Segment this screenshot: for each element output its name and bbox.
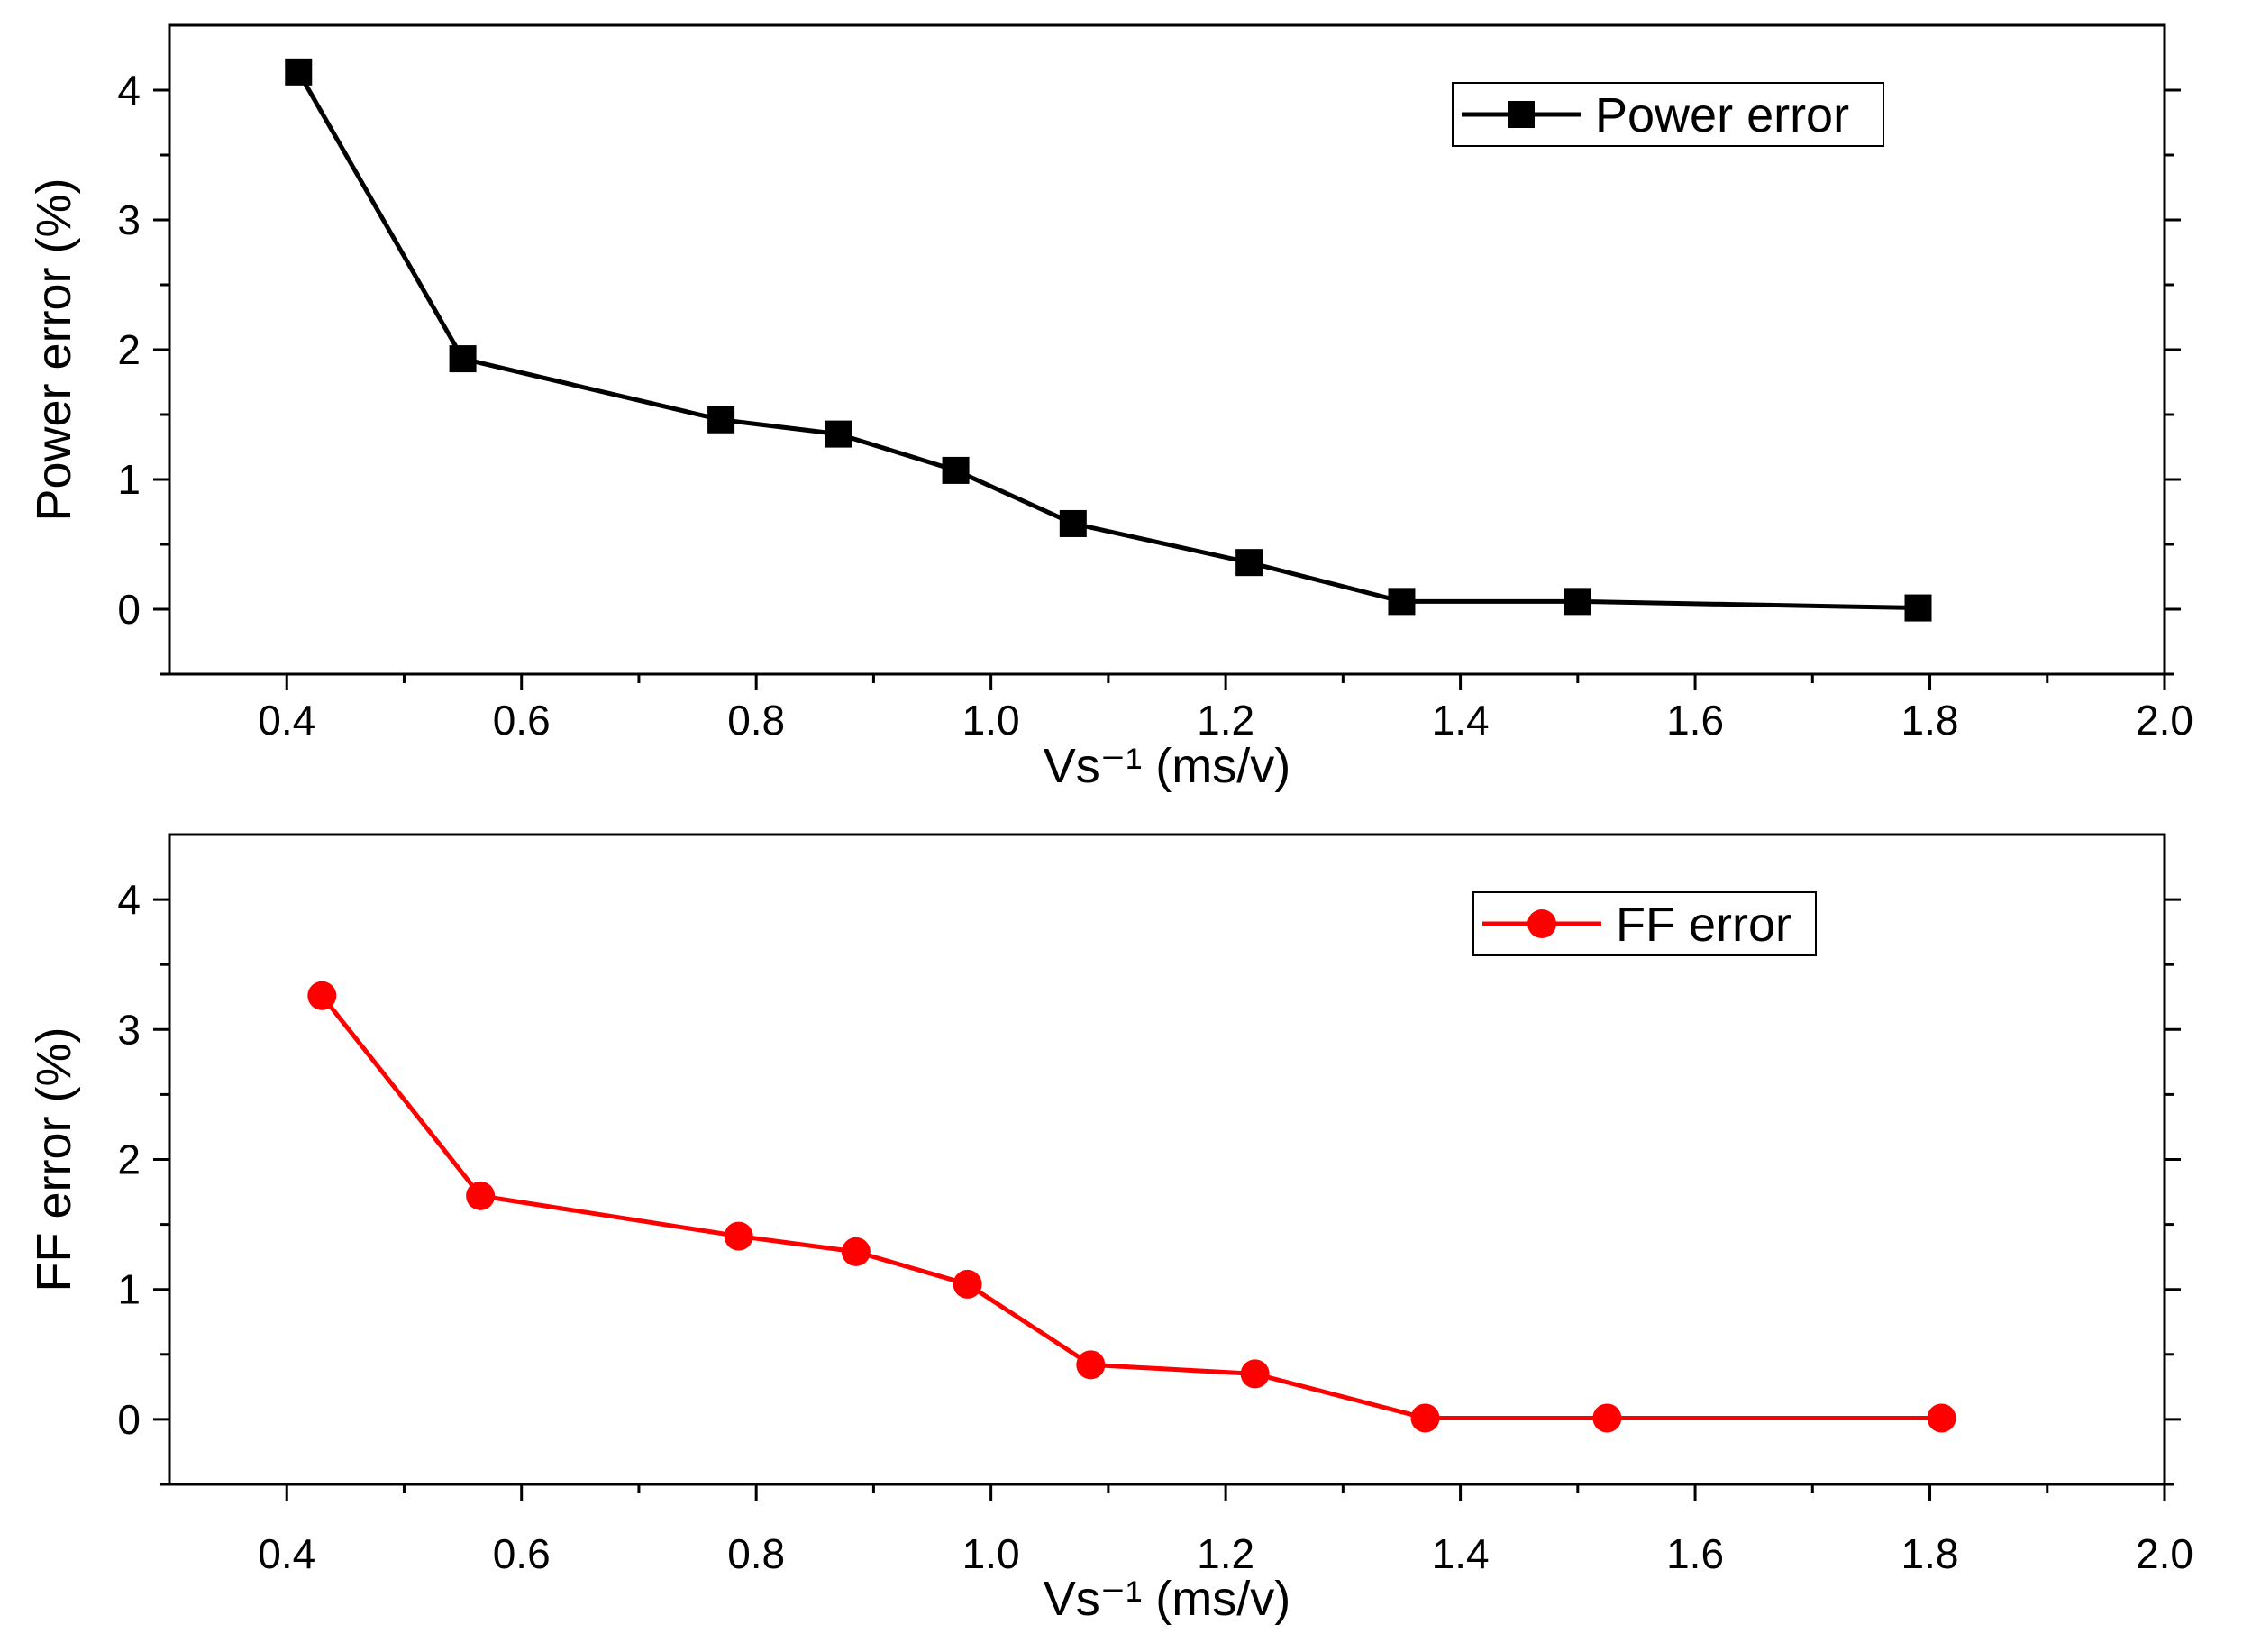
x-tick-label: 0.6 [493,1530,551,1577]
chart-panel-bottom: 0.4 0.6 0.8 1.0 1.2 1.4 1.6 1.8 2.0 0 1 2 3 4 Vs⁻¹ (ms… [27,833,2193,1626]
x-tick-label: 1.6 [1666,697,1724,744]
data-point [1564,588,1591,616]
legend: Power error [1452,82,1884,147]
legend-label: FF error [1616,898,1791,952]
x-tick-label: 1.0 [962,1530,1020,1577]
y-tick-label: 1 [117,456,141,503]
x-axis-title: Vs⁻¹ (ms/v) [1044,1572,1290,1626]
y-axis-title: FF error (%) [27,1027,81,1292]
legend-label: Power error [1595,88,1849,142]
data-point [1904,594,1932,622]
x-tick-label: 2.0 [2136,1530,2193,1577]
x-tick-label: 1.4 [1432,697,1490,744]
x-tick-label: 0.8 [727,697,785,744]
x-tick-label: 0.8 [727,1530,785,1577]
legend: FF error [1472,891,1817,956]
x-tick-label: 0.4 [258,1530,315,1577]
y-axis-title: Power error (%) [27,178,81,521]
y-tick-label: 4 [117,67,141,114]
series-line [320,994,1942,1420]
legend-marker [1527,909,1556,938]
data-point [724,1221,753,1251]
y-tick-label: 3 [117,196,141,243]
data-point [953,1269,982,1299]
y-tick-label: 2 [117,326,141,373]
series-line [296,70,1919,611]
x-tick-label: 1.4 [1432,1530,1490,1577]
x-tick-label: 0.6 [493,697,551,744]
data-point [449,345,477,373]
data-point [466,1181,496,1210]
chart-panel-top: 0.4 0.6 0.8 1.0 1.2 1.4 1.6 1.8 2.0 0 1 2 3 4 Vs⁻¹ (ms… [27,23,2193,793]
y-tick-label: 0 [117,586,141,633]
y-tick-label: 3 [117,1006,141,1053]
y-tick-label: 0 [117,1396,141,1443]
data-point [1235,549,1263,577]
data-point [1410,1403,1440,1433]
y-tick-label: 4 [117,876,141,923]
y-tick-label: 2 [117,1136,141,1183]
x-tick-label: 1.0 [962,697,1020,744]
data-point [1076,1350,1106,1380]
data-point [825,420,852,448]
x-tick-label: 1.8 [1901,697,1959,744]
data-point [707,406,735,434]
data-point [1927,1403,1956,1433]
legend-marker [1508,101,1535,128]
x-tick-label: 1.2 [1197,697,1254,744]
data-point [1240,1359,1270,1389]
data-point [942,456,970,484]
data-point [1059,509,1087,537]
x-tick-label: 1.2 [1197,1530,1254,1577]
x-tick-label: 1.8 [1901,1530,1959,1577]
x-axis-title: Vs⁻¹ (ms/v) [1044,739,1290,793]
data-point [1592,1403,1622,1433]
x-tick-label: 1.6 [1666,1530,1724,1577]
x-tick-label: 2.0 [2136,697,2193,744]
data-point [841,1237,871,1266]
data-point [307,981,337,1010]
x-tick-label: 0.4 [258,697,315,744]
data-point [1388,588,1416,616]
y-tick-label: 1 [117,1266,141,1313]
data-point [285,58,313,86]
plot-frame [168,833,2166,1486]
